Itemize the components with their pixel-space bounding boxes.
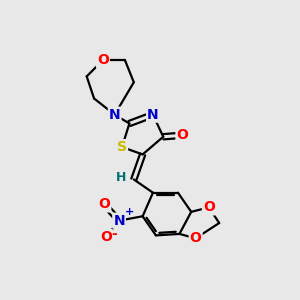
Text: +: + [124, 207, 134, 218]
Text: O: O [176, 128, 188, 142]
Text: O: O [98, 197, 110, 212]
Text: O: O [100, 230, 112, 244]
Text: O: O [97, 53, 109, 67]
Text: N: N [147, 108, 159, 122]
Text: N: N [113, 214, 125, 228]
Text: -: - [112, 227, 118, 241]
Text: N: N [109, 108, 121, 122]
Text: O: O [203, 200, 215, 214]
Text: O: O [190, 231, 202, 245]
Text: H: H [116, 172, 127, 184]
Text: S: S [117, 140, 127, 154]
